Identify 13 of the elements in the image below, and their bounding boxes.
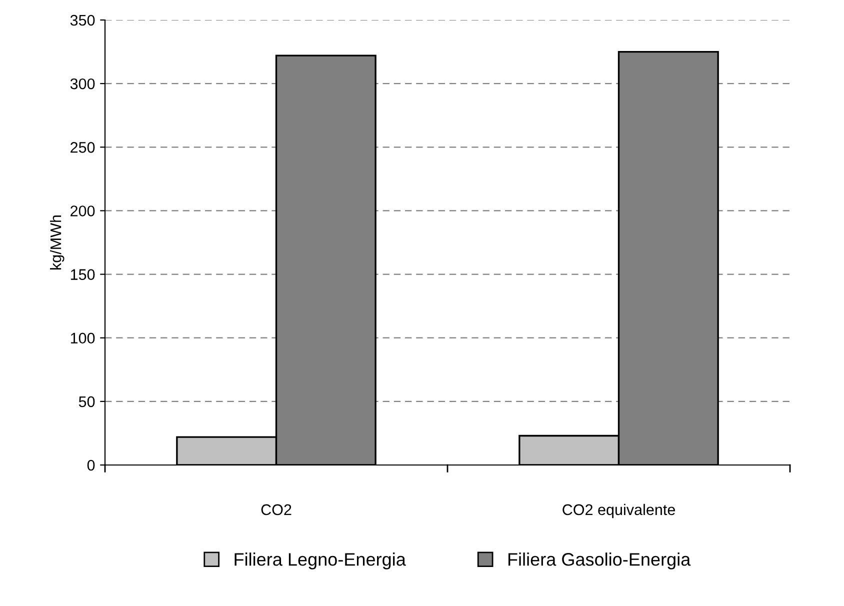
legend-label: Filiera Gasolio-Energia bbox=[508, 552, 691, 570]
y-tick-label: 200 bbox=[70, 206, 95, 216]
y-tick-label: 250 bbox=[70, 142, 95, 153]
y-axis-title: kg/MWh bbox=[50, 215, 64, 270]
legend-label: Filiera Legno-Energia bbox=[234, 552, 406, 570]
y-tick-label: 100 bbox=[70, 332, 95, 344]
y-tick-label: 350 bbox=[70, 14, 95, 26]
y-tick-label: 300 bbox=[70, 78, 95, 90]
y-tick-label: 150 bbox=[70, 269, 95, 280]
y-tick-label: 0 bbox=[87, 460, 95, 471]
x-tick-label: CO2 bbox=[261, 504, 292, 516]
x-tick-label: CO2 equivalente bbox=[562, 504, 675, 518]
y-tick-label: 50 bbox=[78, 396, 95, 408]
